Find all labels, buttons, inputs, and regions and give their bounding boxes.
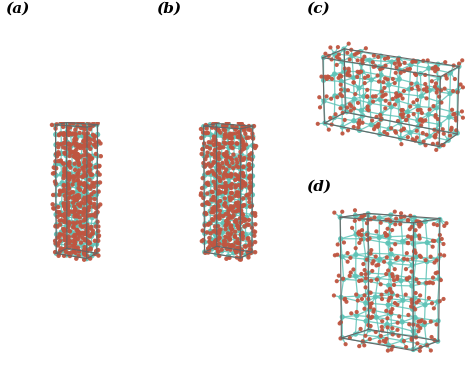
- Text: (a): (a): [5, 2, 29, 16]
- Text: (b): (b): [156, 2, 182, 16]
- Text: (d): (d): [306, 179, 331, 193]
- Text: (c): (c): [306, 2, 329, 16]
